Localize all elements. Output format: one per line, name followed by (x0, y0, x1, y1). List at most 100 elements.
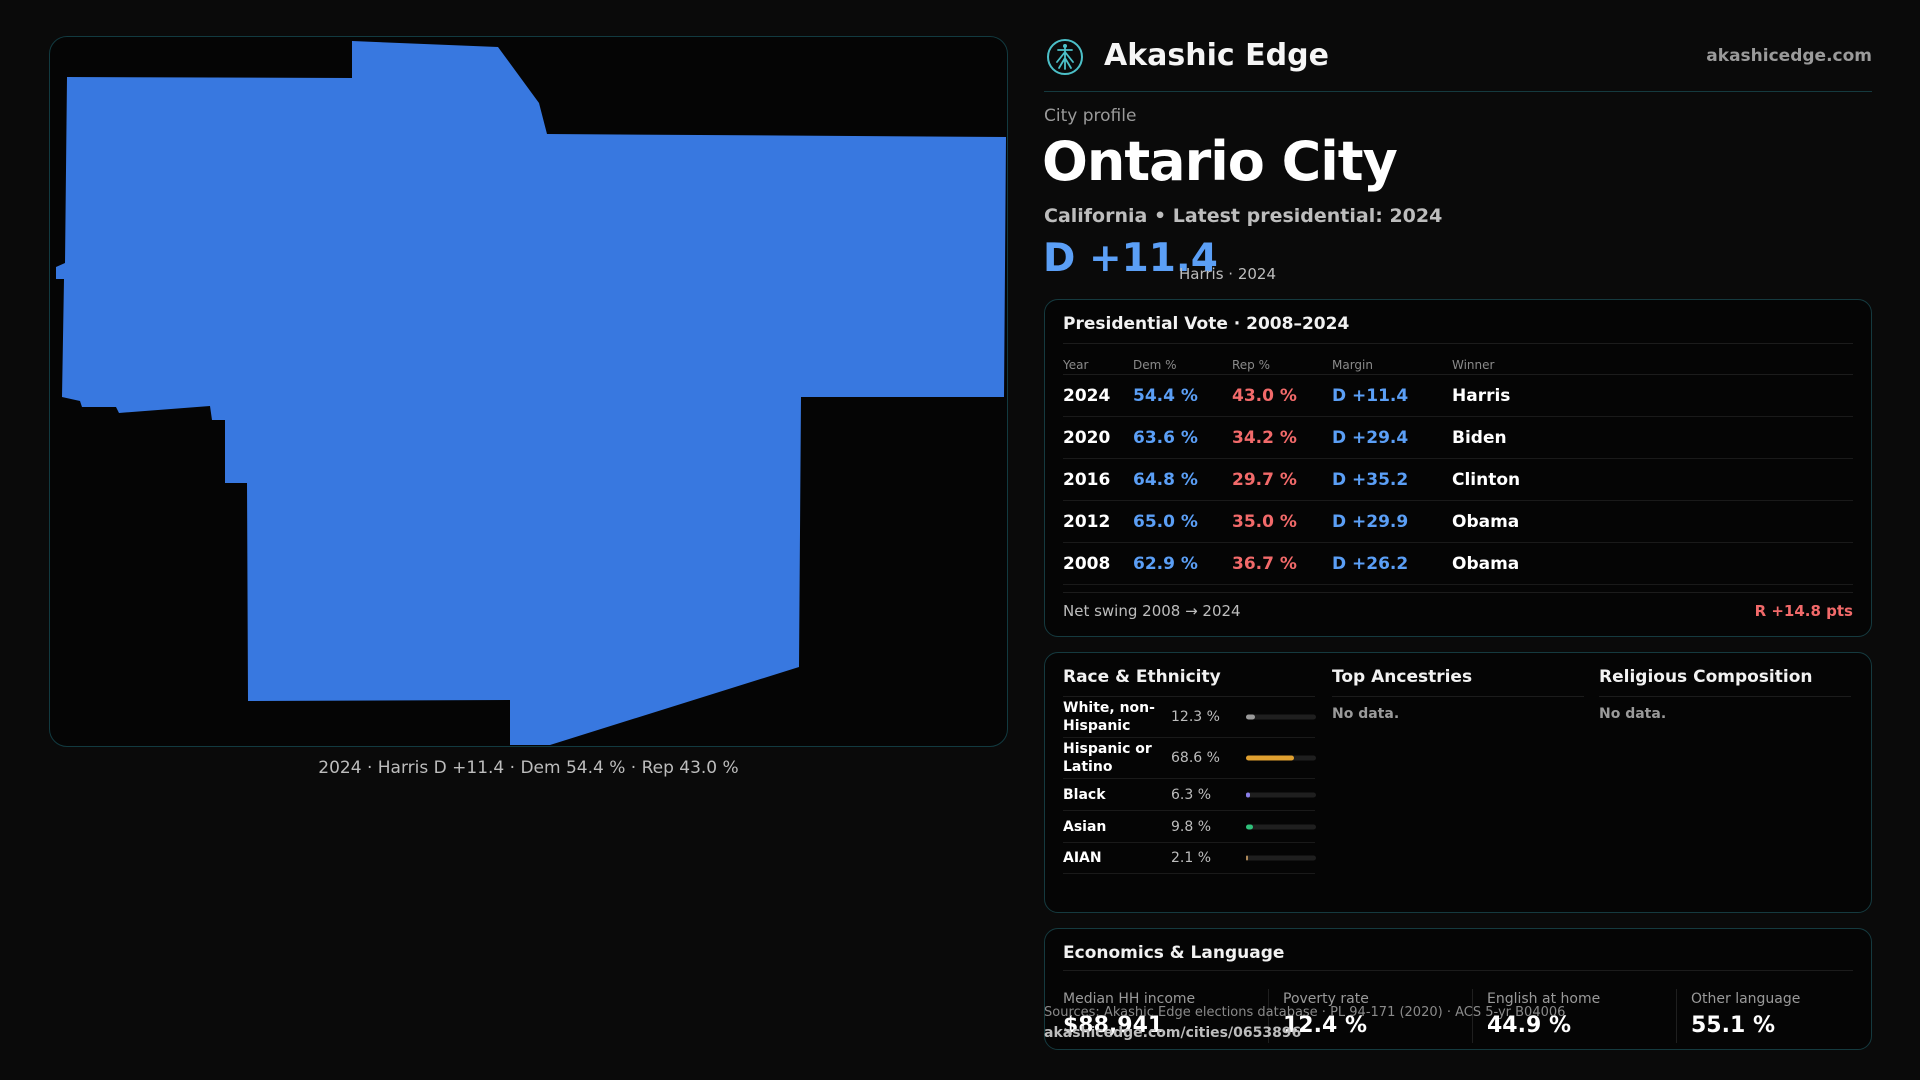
table-row: 2008 62.9 % 36.7 % D +26.2 Obama (1063, 543, 1853, 585)
votes-card-title: Presidential Vote · 2008–2024 (1063, 314, 1350, 334)
stat-poverty-rate: Poverty rate 12.4 % (1268, 989, 1468, 1043)
margin-cell: D +11.4 (1332, 385, 1409, 406)
city-boundary-map[interactable] (49, 36, 1008, 747)
demographics-card: Race & Ethnicity White, non-Hispanic 12.… (1044, 652, 1872, 913)
votes-table-header: Year Dem % Rep % Margin Winner (1063, 349, 1853, 375)
col-winner-header: Winner (1452, 358, 1495, 372)
city-subtitle: California • Latest presidential: 2024 (1044, 205, 1443, 227)
race-ethnicity-title: Race & Ethnicity (1063, 667, 1315, 697)
year-cell: 2020 (1063, 427, 1111, 448)
dem-cell: 54.4 % (1133, 385, 1198, 406)
stat-value: 44.9 % (1487, 1013, 1571, 1038)
winner-cell: Clinton (1452, 469, 1521, 490)
year-cell: 2016 (1063, 469, 1111, 490)
race-bar (1246, 792, 1316, 797)
net-swing-label: Net swing 2008 → 2024 (1063, 602, 1241, 620)
race-row: Asian 9.8 % (1063, 811, 1316, 843)
stat-label: English at home (1487, 991, 1601, 1007)
race-row: Black 6.3 % (1063, 779, 1316, 811)
tree-of-life-icon (1047, 39, 1083, 75)
rep-cell: 43.0 % (1232, 385, 1297, 406)
dem-cell: 63.6 % (1133, 427, 1198, 448)
religion-empty: No data. (1599, 706, 1667, 722)
race-bar-fill (1246, 855, 1248, 861)
winner-cell: Harris (1452, 385, 1511, 406)
city-boundary-shape[interactable] (56, 41, 1006, 745)
winner-cell: Biden (1452, 427, 1507, 448)
stat-label: Median HH income (1063, 991, 1196, 1007)
net-swing-row: Net swing 2008 → 2024 R +14.8 pts (1063, 592, 1853, 622)
year-cell: 2024 (1063, 385, 1111, 406)
economics-language-card: Economics & Language Median HH income $8… (1044, 928, 1872, 1050)
economics-card-title: Economics & Language (1063, 943, 1285, 963)
race-pct: 68.6 % (1171, 750, 1220, 766)
margin-cell: D +29.4 (1332, 427, 1409, 448)
brand-name[interactable]: Akashic Edge (1104, 38, 1329, 73)
stat-label: Other language (1691, 991, 1801, 1007)
col-dem-header: Dem % (1133, 358, 1177, 372)
race-row: AIAN 2.1 % (1063, 843, 1316, 874)
race-bar (1246, 755, 1316, 761)
race-bar-fill (1246, 714, 1255, 720)
sources-note: Sources: Akashic Edge elections database… (1044, 1005, 1566, 1020)
presidential-vote-card: Presidential Vote · 2008–2024 Year Dem %… (1044, 299, 1872, 637)
race-label: Black (1063, 786, 1106, 803)
race-label: AIAN (1063, 850, 1102, 866)
stat-other-language: Other language 55.1 % (1676, 989, 1871, 1043)
map-caption: 2024 · Harris D +11.4 · Dem 54.4 % · Rep… (318, 758, 739, 778)
stat-english-at-home: English at home 44.9 % (1472, 989, 1672, 1043)
brand-header: Akashic Edge akashicedge.com (1044, 36, 1872, 92)
race-bar-fill (1246, 824, 1253, 829)
table-row: 2024 54.4 % 43.0 % D +11.4 Harris (1063, 375, 1853, 417)
dem-cell: 65.0 % (1133, 511, 1198, 532)
race-bar (1246, 855, 1316, 861)
rep-cell: 34.2 % (1232, 427, 1297, 448)
stat-label: Poverty rate (1283, 991, 1369, 1007)
race-label: Hispanic or Latino (1063, 741, 1152, 775)
winner-cell: Obama (1452, 553, 1520, 574)
table-row: 2012 65.0 % 35.0 % D +29.9 Obama (1063, 501, 1853, 543)
race-row: White, non-Hispanic 12.3 % (1063, 697, 1316, 738)
race-label: White, non-Hispanic (1063, 700, 1155, 734)
race-pct: 9.8 % (1171, 818, 1212, 835)
col-margin-header: Margin (1332, 358, 1373, 372)
winner-cell: Obama (1452, 511, 1520, 532)
race-bar (1246, 824, 1316, 829)
race-bar-fill (1246, 792, 1251, 797)
top-ancestries-section: Top Ancestries No data. (1332, 667, 1584, 722)
year-cell: 2008 (1063, 553, 1111, 574)
rep-cell: 36.7 % (1232, 553, 1297, 574)
margin-cell: D +26.2 (1332, 553, 1409, 574)
latest-margin: D +11.4 (1043, 236, 1218, 281)
ancestries-empty: No data. (1332, 706, 1400, 722)
rep-cell: 35.0 % (1232, 511, 1297, 532)
year-cell: 2012 (1063, 511, 1111, 532)
latest-margin-note: Harris · 2024 (1179, 265, 1277, 283)
race-bar (1246, 714, 1316, 720)
stat-value: $88,941 (1063, 1013, 1164, 1038)
religious-composition-title: Religious Composition (1599, 667, 1851, 697)
religious-composition-section: Religious Composition No data. (1599, 667, 1851, 722)
top-ancestries-title: Top Ancestries (1332, 667, 1584, 697)
dem-cell: 64.8 % (1133, 469, 1198, 490)
margin-cell: D +35.2 (1332, 469, 1409, 490)
col-year-header: Year (1063, 358, 1089, 372)
profile-kicker: City profile (1044, 106, 1137, 126)
race-label: Asian (1063, 818, 1107, 835)
stat-median-income: Median HH income $88,941 (1049, 989, 1249, 1043)
rep-cell: 29.7 % (1232, 469, 1297, 490)
col-rep-header: Rep % (1232, 358, 1271, 372)
brand-domain-link[interactable]: akashicedge.com (1706, 46, 1872, 66)
table-row: 2016 64.8 % 29.7 % D +35.2 Clinton (1063, 459, 1853, 501)
stat-value: 55.1 % (1691, 1013, 1775, 1038)
city-boundary-svg (56, 41, 1006, 745)
dem-cell: 62.9 % (1133, 553, 1198, 574)
stat-value: 12.4 % (1283, 1013, 1367, 1038)
divider (1063, 343, 1853, 344)
race-pct: 12.3 % (1171, 709, 1220, 725)
page-url-link[interactable]: akashicedge.com/cities/0653896 (1044, 1025, 1302, 1041)
race-ethnicity-section: Race & Ethnicity White, non-Hispanic 12.… (1063, 667, 1316, 874)
race-pct: 6.3 % (1171, 786, 1212, 803)
margin-cell: D +29.9 (1332, 511, 1409, 532)
divider (1063, 970, 1853, 971)
